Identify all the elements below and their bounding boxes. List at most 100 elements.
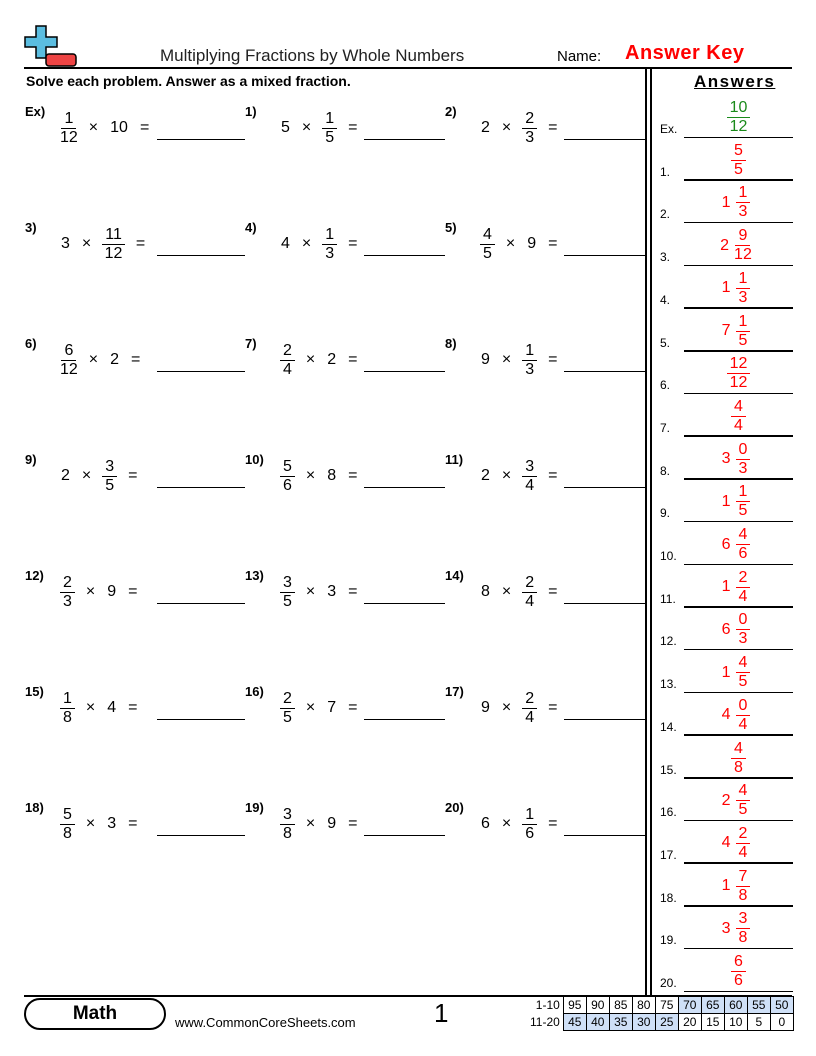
answer-row: 13. 1 4 5 (658, 649, 793, 694)
answer-row: 18. 1 7 8 (658, 863, 793, 907)
whole-number: 5 (281, 119, 290, 136)
answer-blank[interactable] (363, 834, 445, 836)
score-cell: 70 (677, 996, 702, 1014)
problem-number: 3) (25, 220, 37, 235)
numerator: 4 (735, 526, 751, 545)
times-sign: × (305, 467, 316, 484)
denominator: 8 (283, 824, 292, 842)
score-row-label: 1-10 (535, 998, 560, 1012)
answer-blank[interactable] (157, 370, 245, 372)
problem: 12) 2 3 × 9 = (25, 562, 245, 622)
times-sign: × (501, 351, 512, 368)
times-sign: × (81, 467, 92, 484)
score-cell: 15 (700, 1013, 725, 1031)
answer-label: 9. (660, 506, 671, 521)
problem: 18) 5 8 × 3 = (25, 794, 245, 854)
answer-label: 10. (660, 549, 677, 563)
denominator: 12 (60, 128, 78, 146)
problem-number: 4) (245, 220, 257, 235)
answer-blank[interactable] (157, 486, 245, 488)
answer-blank[interactable] (563, 718, 645, 720)
whole-number: 6 (481, 815, 490, 832)
answer-line (684, 734, 793, 736)
numerator: 3 (735, 910, 751, 930)
answer-blank[interactable] (363, 370, 445, 372)
numerator: 1 (735, 184, 751, 204)
equals-sign: = (548, 119, 558, 136)
equals-sign: = (128, 699, 138, 716)
answer-blank[interactable] (157, 254, 245, 256)
score-cell: 50 (769, 996, 794, 1014)
times-sign: × (501, 583, 512, 600)
answer-blank[interactable] (563, 138, 645, 140)
answer-line (684, 691, 793, 694)
numerator: 2 (60, 574, 75, 593)
equals-sign: = (348, 351, 358, 368)
answer-blank[interactable] (157, 138, 245, 140)
problem: Ex) 1 12 × 10 = (25, 98, 245, 158)
answer-blank[interactable] (363, 254, 445, 256)
equals-sign: = (548, 815, 558, 832)
score-cell: 30 (631, 1013, 656, 1031)
answer-blank[interactable] (563, 254, 645, 256)
problem-number: 15) (25, 684, 44, 699)
answer-label: 5. (660, 335, 671, 350)
answer-whole: 4 (721, 834, 731, 852)
answer-label: 7. (660, 420, 671, 435)
problem: 4) 4 × 1 3 = (245, 214, 445, 274)
denominator: 8 (63, 708, 72, 726)
denominator: 8 (734, 758, 743, 776)
numerator: 4 (731, 398, 746, 417)
answer-blank[interactable] (563, 602, 645, 604)
subject-badge: Math (24, 998, 166, 1030)
denominator: 5 (283, 592, 292, 610)
answer-line (684, 264, 793, 267)
equals-sign: = (131, 351, 141, 368)
answer-blank[interactable] (363, 602, 445, 604)
answer-label: 14. (660, 719, 677, 734)
denominator: 4 (525, 476, 535, 494)
answer-label: 8. (660, 463, 671, 478)
answer-label: 15. (660, 762, 677, 777)
answer-label: 1. (660, 164, 671, 179)
answer-row: 2. 1 1 3 (658, 179, 793, 224)
answer-blank[interactable] (563, 370, 645, 372)
answer-blank[interactable] (363, 138, 445, 140)
answer-blank[interactable] (157, 718, 245, 720)
numerator: 3 (102, 458, 118, 477)
answer-blank[interactable] (363, 486, 445, 488)
answer-blank[interactable] (563, 834, 645, 836)
denominator: 3 (63, 592, 72, 610)
header-divider (24, 67, 792, 69)
answer-blank[interactable] (563, 486, 645, 488)
score-cell: 35 (608, 1013, 633, 1031)
answer-blank[interactable] (157, 834, 245, 836)
answer-whole: 1 (721, 492, 731, 510)
answer-label: 11. (660, 591, 676, 606)
answer-line (684, 947, 793, 950)
equals-sign: = (139, 119, 150, 136)
times-sign: × (301, 235, 312, 252)
answer-label: 12. (660, 634, 677, 649)
score-cell: 95 (562, 996, 587, 1014)
answer-whole: 1 (721, 877, 731, 895)
denominator: 12 (729, 118, 748, 135)
answer-blank[interactable] (363, 718, 445, 720)
score-cell: 40 (585, 1013, 610, 1031)
answer-blank[interactable] (157, 602, 245, 604)
